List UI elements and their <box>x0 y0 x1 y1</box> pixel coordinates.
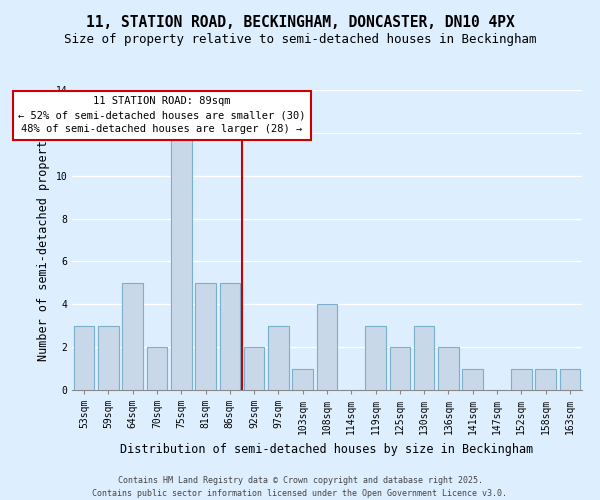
Bar <box>74 326 94 390</box>
Text: 11 STATION ROAD: 89sqm
← 52% of semi-detached houses are smaller (30)
48% of sem: 11 STATION ROAD: 89sqm ← 52% of semi-det… <box>18 96 305 134</box>
Text: Size of property relative to semi-detached houses in Beckingham: Size of property relative to semi-detach… <box>64 32 536 46</box>
Bar <box>365 326 386 390</box>
Bar <box>535 368 556 390</box>
Bar <box>414 326 434 390</box>
Bar <box>389 347 410 390</box>
Bar <box>268 326 289 390</box>
Bar <box>438 347 459 390</box>
Bar <box>98 326 119 390</box>
Bar <box>146 347 167 390</box>
Bar <box>171 133 191 390</box>
Y-axis label: Number of semi-detached properties: Number of semi-detached properties <box>37 119 50 361</box>
Bar <box>220 283 240 390</box>
Bar <box>292 368 313 390</box>
Bar <box>317 304 337 390</box>
Bar <box>511 368 532 390</box>
Bar <box>122 283 143 390</box>
Text: Contains HM Land Registry data © Crown copyright and database right 2025.
Contai: Contains HM Land Registry data © Crown c… <box>92 476 508 498</box>
Bar <box>560 368 580 390</box>
X-axis label: Distribution of semi-detached houses by size in Beckingham: Distribution of semi-detached houses by … <box>121 442 533 456</box>
Bar <box>195 283 216 390</box>
Text: 11, STATION ROAD, BECKINGHAM, DONCASTER, DN10 4PX: 11, STATION ROAD, BECKINGHAM, DONCASTER,… <box>86 15 514 30</box>
Bar <box>463 368 483 390</box>
Bar <box>244 347 265 390</box>
